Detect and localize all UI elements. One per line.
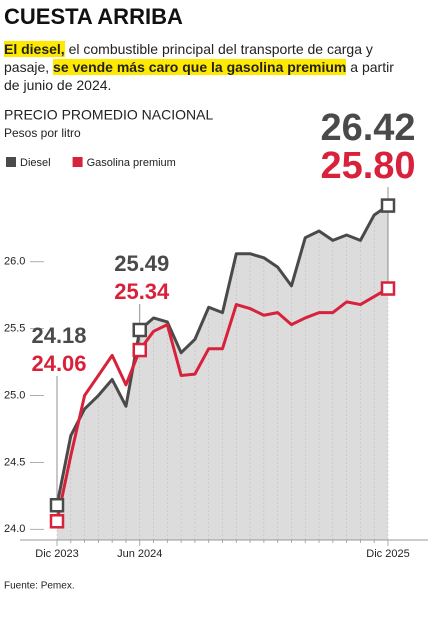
source: Fuente: Pemex. xyxy=(4,581,75,592)
series-line xyxy=(55,204,389,506)
y-tick-label: 24.5 xyxy=(4,456,25,468)
value-label: 24.06 xyxy=(31,351,86,376)
x-tick-label: Jun 2024 xyxy=(117,548,162,560)
point-marker xyxy=(380,198,396,213)
y-tick-label: 26.0 xyxy=(4,256,25,268)
y-tick-label: 24.0 xyxy=(4,523,25,535)
y-tick-label: 25.5 xyxy=(4,323,25,335)
subtitle-part: se vende más caro que la gasolina premiu… xyxy=(53,59,347,75)
subtitle-part: a partir de junio de 2024. xyxy=(4,59,394,93)
x-tick-label: Dic 2023 xyxy=(35,548,78,560)
point-marker xyxy=(49,497,65,513)
subtitle: El diesel, el combustible principal del … xyxy=(4,40,404,94)
value-label: 25.80 xyxy=(320,145,415,187)
area xyxy=(57,205,388,540)
point-marker xyxy=(380,281,396,296)
legend-label: Diesel xyxy=(20,157,51,169)
chart-title: CUESTA ARRIBA xyxy=(4,4,183,29)
point-marker xyxy=(49,514,65,529)
point-marker xyxy=(132,322,147,338)
y-axis-unit: Pesos por litro xyxy=(4,126,81,140)
legend-label: Gasolina premium xyxy=(87,157,176,169)
subtitle-part: El diesel, xyxy=(4,41,65,57)
legend-swatch xyxy=(6,157,16,167)
value-label: 25.34 xyxy=(114,279,170,304)
subtitle-part: el combustible principal del transporte … xyxy=(4,41,373,75)
legend-swatch xyxy=(72,157,83,167)
point-marker xyxy=(132,342,147,358)
value-label: 26.42 xyxy=(320,107,415,149)
y-axis-label: PRECIO PROMEDIO NACIONAL xyxy=(4,107,213,123)
value-label: 25.49 xyxy=(114,251,169,276)
series-line xyxy=(55,287,389,522)
value-label: 24.18 xyxy=(31,323,86,348)
y-tick-label: 25.0 xyxy=(4,389,25,401)
x-tick-label: Dic 2025 xyxy=(366,548,409,560)
